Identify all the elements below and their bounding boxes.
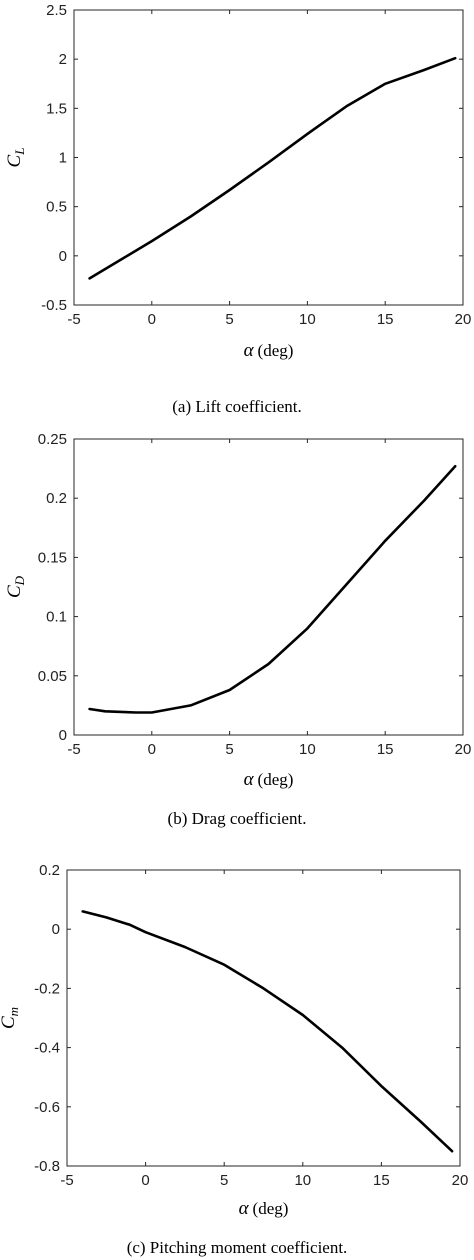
chart-caption: (c) Pitching moment coefficient. <box>127 1238 348 1257</box>
x-tick-label: 10 <box>299 741 316 758</box>
x-tick-label: 0 <box>141 1172 149 1189</box>
x-tick-label: 10 <box>294 1172 311 1189</box>
y-axis-label: CD <box>4 575 27 598</box>
x-axis-label: α (deg) <box>244 340 294 361</box>
series-line <box>88 56 457 280</box>
y-tick-label: 0 <box>59 248 67 265</box>
y-tick-label: 0.15 <box>38 549 67 566</box>
x-tick-label: -5 <box>67 311 80 328</box>
x-tick-label: 15 <box>373 1172 390 1189</box>
x-tick-label: 10 <box>299 311 316 328</box>
y-tick-label: 2.5 <box>46 2 67 19</box>
y-tick-label: 2 <box>59 51 67 68</box>
y-tick-label: 0.1 <box>46 609 67 626</box>
plot-frame <box>66 869 461 1167</box>
y-tick-label: -0.2 <box>34 980 60 997</box>
x-tick-label: -5 <box>60 1172 73 1189</box>
y-tick-label: -0.5 <box>41 297 67 314</box>
x-tick-label: 5 <box>225 311 233 328</box>
chart-2: -5 0 5 10 15 20 -0.8 -0.6 -0.4 -0.2 0 0.2 α (deg) Cm (c… <box>0 862 468 1257</box>
x-tick-label: 0 <box>148 311 156 328</box>
y-tick-label: 0 <box>59 727 67 744</box>
y-tick-label: 1 <box>59 150 67 167</box>
plot-frame <box>73 438 464 736</box>
x-tick-label: -5 <box>67 741 80 758</box>
y-tick-label: 0.5 <box>46 199 67 216</box>
y-tick-label: -0.8 <box>34 1158 60 1175</box>
chart-caption: (b) Drag coefficient. <box>168 809 307 828</box>
y-axis-label: Cm <box>0 1007 21 1029</box>
plot-frame <box>73 9 464 306</box>
x-axis-label: α (deg) <box>239 1198 289 1219</box>
series-line <box>81 910 454 1153</box>
y-tick-label: 0 <box>52 921 60 938</box>
x-tick-label: 20 <box>455 311 472 328</box>
x-axis-label: α (deg) <box>244 769 294 790</box>
y-tick-label: -0.4 <box>34 1040 60 1057</box>
x-tick-label: 20 <box>455 741 472 758</box>
x-tick-label: 0 <box>148 741 156 758</box>
y-tick-label: 0.2 <box>39 862 60 879</box>
chart-caption: (a) Lift coefficient. <box>172 397 301 416</box>
y-tick-label: -0.6 <box>34 1099 60 1116</box>
x-tick-label: 20 <box>452 1172 469 1189</box>
x-tick-label: 15 <box>377 741 394 758</box>
y-tick-label: 1.5 <box>46 100 67 117</box>
y-tick-label: 0.2 <box>46 490 67 507</box>
x-tick-label: 15 <box>377 311 394 328</box>
x-tick-label: 5 <box>220 1172 228 1189</box>
x-tick-label: 5 <box>225 741 233 758</box>
chart-0: -5 0 5 10 15 20 -0.5 0 0.5 1 1.5 2 2.5 α (deg) CL (a) Li… <box>4 2 471 416</box>
series-line <box>88 464 457 714</box>
y-tick-label: 0.25 <box>38 431 67 448</box>
y-axis-label: CL <box>4 148 27 168</box>
y-tick-label: 0.05 <box>38 668 67 685</box>
